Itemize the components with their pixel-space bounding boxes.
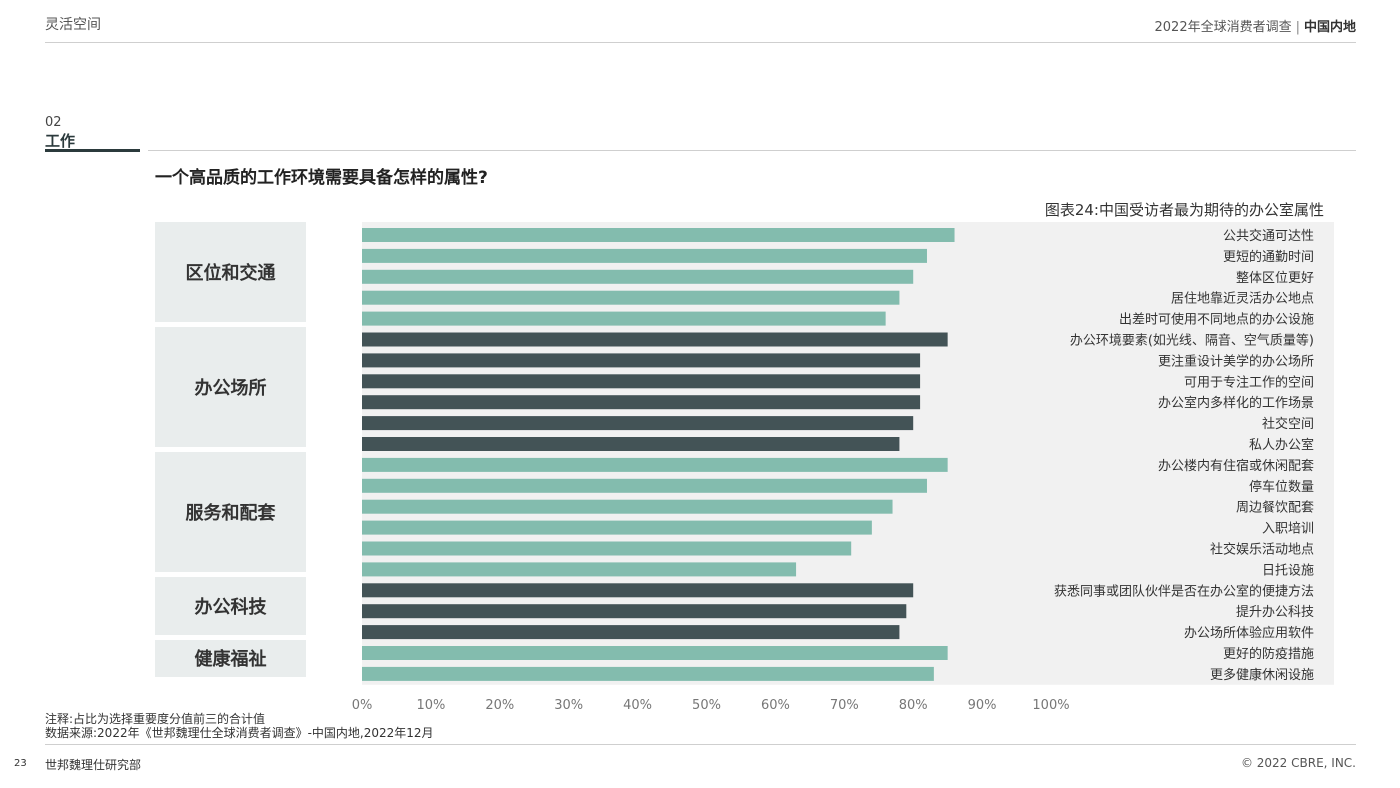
footer-department: 世邦魏理仕研究部 [45,758,142,772]
category-group-label: 区位和交通 [155,222,306,322]
bar-label: 更注重设计美学的办公场所 [1158,353,1314,369]
x-tick-label: 50% [692,698,721,713]
bar [362,248,927,263]
chart-title: 图表24:中国受访者最为期待的办公室属性 [1044,201,1324,219]
x-tick-label: 20% [485,698,514,713]
bar [362,520,872,535]
region-label: 中国内地 [1303,20,1356,35]
bar [362,478,927,493]
survey-title: 2022年全球消费者调查 [1154,20,1292,35]
category-group-label: 服务和配套 [155,451,306,573]
bar-label: 办公环境要素(如光线、隔音、空气质量等) [1070,333,1314,349]
x-tick-label: 90% [968,698,997,713]
bar [362,457,948,472]
data-source: 数据来源:2022年《世邦魏理仕全球消费者调查》-中国内地,2022年12月 [45,726,434,740]
bar [362,416,914,431]
bar-label: 更短的通勤时间 [1223,249,1314,265]
x-tick-label: 60% [761,698,790,713]
bar [362,228,955,242]
section-number: 02 [45,115,62,130]
bar-label: 社交娱乐活动地点 [1210,542,1314,558]
footer-divider [45,744,1356,745]
bar-label: 可用于专注工作的空间 [1184,374,1314,390]
bar [362,583,914,598]
header-separator: | [1295,20,1300,35]
bar-label: 周边餐饮配套 [1236,500,1314,516]
bar-label: 办公场所体验应用软件 [1184,625,1314,641]
category-group-label: 办公科技 [155,577,306,635]
bar-label: 更好的防疫措施 [1223,646,1314,662]
bar [362,541,852,556]
bar-label: 出差时可使用不同地点的办公设施 [1119,312,1314,328]
bar-label: 私人办公室 [1249,437,1314,453]
bar [362,646,948,660]
bar [362,311,886,326]
bar-label: 获悉同事或团队伙伴是否在办公室的便捷方法 [1054,583,1314,599]
bar-label: 更多健康休闲设施 [1210,667,1314,683]
bar-label: 社交空间 [1262,416,1314,432]
bar [362,437,900,451]
bar [362,353,921,368]
page-number: 23 [14,758,27,769]
report-title: 灵活空间 [45,17,101,33]
bar [362,604,907,619]
bar-label: 整体区位更好 [1236,271,1314,286]
bar-label: 居住地靠近灵活办公地点 [1171,292,1314,307]
category-group-label: 健康福祉 [155,640,306,677]
bar-label: 日托设施 [1262,563,1314,578]
copyright: © 2022 CBRE, INC. [1240,756,1356,770]
section-underline [45,149,140,152]
x-tick-label: 80% [899,698,928,713]
bar [362,666,934,681]
category-group-label: 办公场所 [155,326,306,447]
bar-label: 办公室内多样化的工作场景 [1158,395,1314,411]
bar [362,625,900,640]
x-tick-label: 0% [352,698,373,713]
chart-note: 注释:占比为选择重要度分值前三的合计值 [45,712,266,726]
section-divider [148,150,1356,151]
x-tick-label: 10% [416,698,445,713]
bar-label: 入职培训 [1262,521,1314,537]
bar-label: 提升办公科技 [1236,604,1314,620]
bar [362,374,921,389]
page-question: 一个高品质的工作环境需要具备怎样的属性? [155,168,488,188]
x-tick-label: 70% [830,698,859,713]
bar [362,269,914,284]
section-name: 工作 [45,132,76,150]
bar [362,499,893,514]
header-divider [45,42,1356,43]
bar-label: 停车位数量 [1249,479,1314,495]
bar-label: 公共交通可达性 [1223,228,1314,244]
bar [362,332,948,347]
bar-label: 办公楼内有住宿或休闲配套 [1158,458,1314,474]
bar [362,562,797,577]
report-subtitle: 2022年全球消费者调查 | 中国内地 [1155,16,1357,35]
bar [362,290,900,305]
x-tick-label: 30% [554,698,583,713]
x-tick-label: 40% [623,698,652,713]
bar [362,395,921,410]
x-tick-label: 100% [1032,698,1069,713]
